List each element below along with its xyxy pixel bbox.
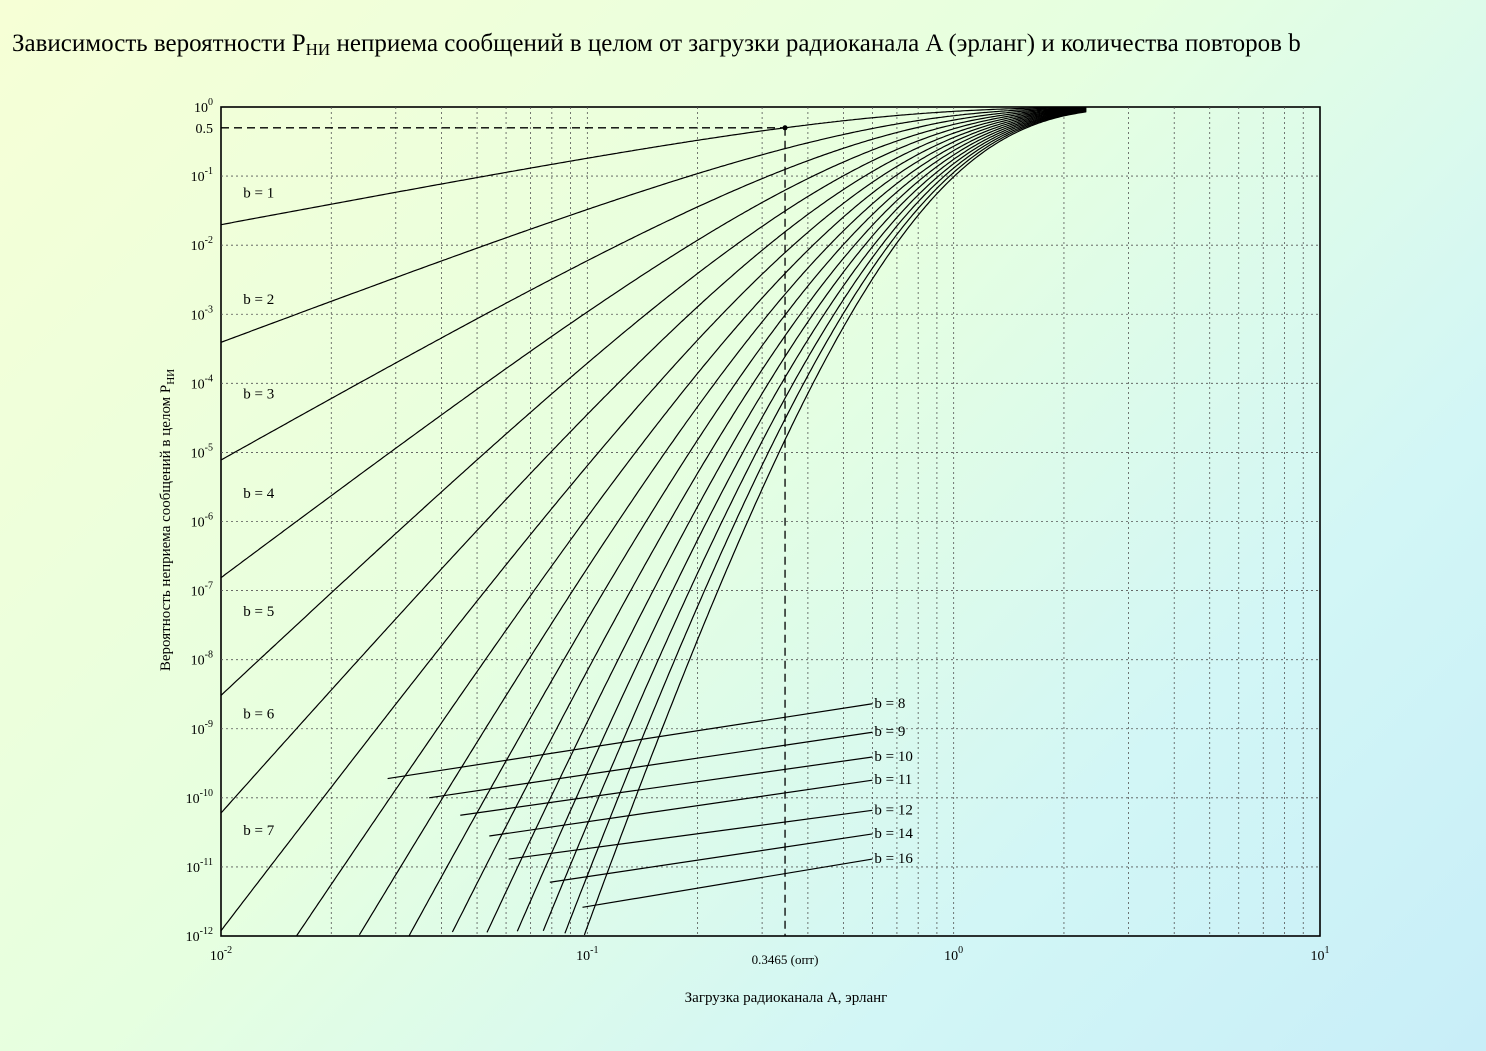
callout-line-b-16 [582,858,873,908]
x-axis-label: Загрузка радиоканала А, эрланг [685,990,888,1006]
curve-b-15 [564,110,1087,934]
callout-line-b-10 [460,756,873,816]
callout-label-b-8: b = 8 [874,696,905,712]
callout-line-b-14 [549,833,873,883]
y-tick-label: 10-3 [191,304,213,323]
curve-b-16 [583,111,1087,936]
y-tick-label: 10-8 [191,650,213,669]
series-label-b-7: b = 7 [243,823,274,839]
callout-line-b-12 [508,809,873,860]
y-tick-label: 10-12 [186,926,213,945]
optimum-x-label: 0.3465 (опт) [752,952,819,967]
series-callouts: b = 8 b = 9 b = 10 b = 11 b = 12 b = 14 b = 16 [387,696,913,908]
curve-b-13 [516,110,1087,932]
y-tick-label: 10-10 [186,788,213,807]
curve-b-1 [220,106,1087,226]
optimum-annotation: 0.3465 (опт) [221,125,818,967]
y-tick-label: 10-1 [191,166,213,185]
series-label-b-6: b = 6 [243,707,274,723]
x-tick-label: 100 [944,945,963,964]
y-axis-label: Вероятность неприема сообщений в целом P… [158,369,177,671]
series-label-b-2: b = 2 [243,292,274,308]
series-label-b-3: b = 3 [243,387,274,403]
series-label-b-1: b = 1 [243,185,274,201]
y-tick-label: 10-7 [191,581,213,600]
curve-b-9 [358,109,1087,936]
callout-label-b-12: b = 12 [874,802,912,818]
chart-title: Зависимость вероятности PНИ неприема соо… [12,30,1301,59]
series-label-b-4: b = 4 [243,486,274,502]
curve-b-4 [220,107,1087,579]
y-tick-label: 10-9 [191,719,213,738]
callout-label-b-16: b = 16 [874,851,913,867]
callout-line-b-8 [387,703,873,780]
curve-b-5 [220,107,1087,696]
curve-b-2 [220,106,1087,343]
curve-b-14 [542,110,1087,932]
y-tick-label: 0.5 [196,122,214,137]
x-tick-label: 101 [1311,945,1330,964]
callout-line-b-9 [429,731,873,799]
callout-label-b-11: b = 11 [874,772,912,788]
y-tick-label: 100 [194,97,213,116]
series-curves [220,106,1087,936]
series-labels: b = 1 b = 2 b = 3 b = 4 b = 5 b = 6 b = 7 [243,185,274,838]
curve-b-3 [220,107,1087,461]
series-label-b-5: b = 5 [243,604,274,620]
y-tick-label: 10-6 [191,512,213,531]
curve-b-6 [220,108,1087,814]
y-tick-label: 10-11 [186,857,213,876]
axis-ticks: 10-2 10-1 100 101 100 0.5 10-1 10-2 10-3 10-4 10-5… [186,97,1330,964]
callout-label-b-9: b = 9 [874,724,905,740]
callout-label-b-14: b = 14 [874,826,913,842]
y-tick-label: 10-2 [191,235,213,254]
curve-b-8 [296,108,1087,936]
curve-b-12 [486,110,1087,933]
curve-b-10 [408,109,1087,936]
optimum-point [782,125,788,131]
curve-b-7 [220,108,1087,932]
y-tick-label: 10-5 [191,442,213,461]
callout-line-b-11 [489,779,873,837]
x-tick-label: 10-2 [210,945,232,964]
grid-lines [221,107,1320,936]
x-tick-label: 10-1 [576,945,598,964]
plot-area [220,106,1321,937]
y-tick-label: 10-4 [191,373,213,392]
callout-label-b-10: b = 10 [874,749,912,765]
curve-b-11 [451,109,1087,933]
